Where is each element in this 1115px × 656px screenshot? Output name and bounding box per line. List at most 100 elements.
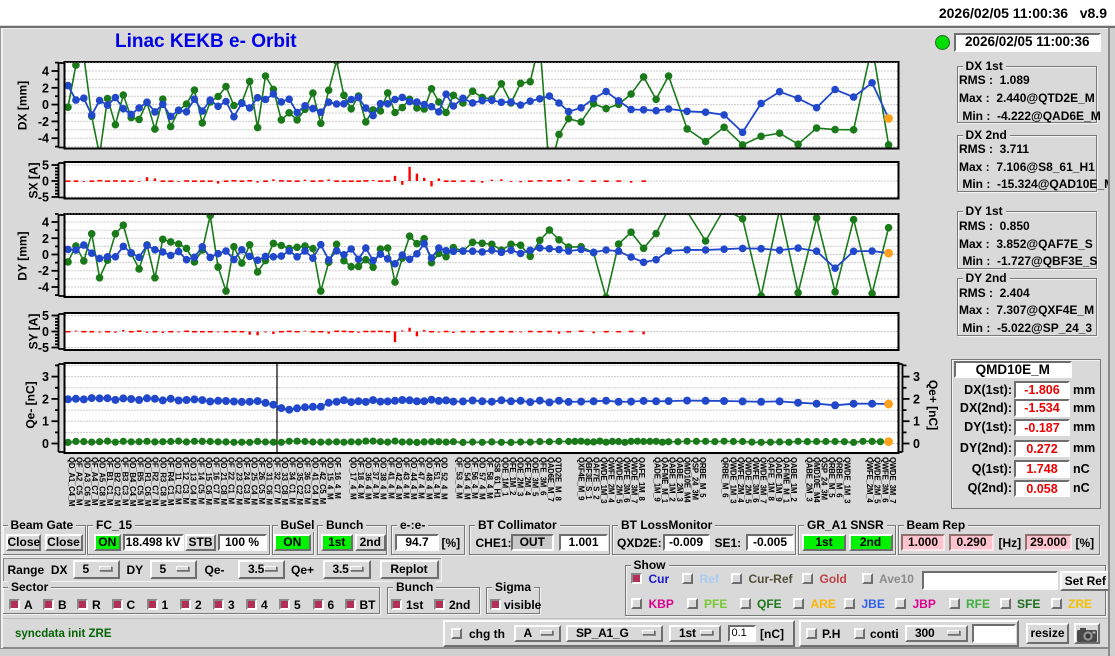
svg-text:DX [mm]: DX [mm] (16, 81, 30, 130)
svg-text:QD_23_C2_M: QD_23_C2_M (234, 457, 243, 505)
svg-text:QF_56_4_M: QF_56_4_M (470, 457, 479, 499)
svg-text:SX [A]: SX [A] (27, 162, 41, 198)
svg-text:2: 2 (42, 81, 49, 95)
svg-text:QF_42_C5_M: QF_42_C5_M (318, 457, 327, 504)
svg-text:QF_A2_C5_M: QF_A2_C5_M (75, 457, 84, 505)
svg-text:-4: -4 (38, 281, 49, 295)
svg-text:QRBE_M_6: QRBE_M_6 (835, 457, 844, 498)
svg-text:QWDE_3M_7: QWDE_3M_7 (630, 457, 639, 503)
svg-text:QAFE_1M_8: QAFE_1M_8 (637, 457, 646, 502)
svg-text:QF_53_4_M: QF_53_4_M (455, 457, 464, 499)
svg-text:QDE_1M_1: QDE_1M_1 (500, 457, 509, 497)
svg-text:QD_52_4_M: QD_52_4_M (440, 457, 449, 499)
svg-text:QWDE_3M_7: QWDE_3M_7 (759, 457, 768, 503)
svg-text:QD_15_C6_M: QD_15_C6_M (204, 457, 213, 505)
svg-text:QD_35_C2_M: QD_35_C2_M (295, 457, 304, 505)
svg-text:QWDE_2M_5: QWDE_2M_5 (873, 457, 882, 504)
svg-text:QTD2E_M_8: QTD2E_M_8 (554, 457, 563, 502)
svg-text:QDE_2M_3: QDE_2M_3 (516, 457, 525, 497)
svg-text:QWDE_1M_3: QWDE_1M_3 (842, 457, 851, 504)
svg-text:QRBE_M_6: QRBE_M_6 (721, 457, 730, 498)
svg-text:QAFE_1M_8: QAFE_1M_8 (766, 457, 775, 502)
svg-text:SY [A]: SY [A] (27, 314, 41, 350)
svg-text:QAD6E_M_7: QAD6E_M_7 (546, 457, 555, 502)
svg-text:QFE_2M_4: QFE_2M_4 (523, 457, 532, 496)
svg-text:QWDE_3M_7: QWDE_3M_7 (888, 457, 897, 503)
svg-text:QF_32_C7_M: QF_32_C7_M (272, 457, 281, 504)
svg-text:0: 0 (913, 437, 920, 451)
svg-text:QMD10E_M4: QMD10E_M4 (812, 457, 821, 503)
svg-text:QF_26_C5_M: QF_26_C5_M (257, 457, 266, 504)
svg-text:0: 0 (42, 248, 49, 262)
svg-text:3: 3 (42, 370, 49, 384)
svg-text:QSP_24_3M: QSP_24_3M (690, 457, 699, 500)
svg-text:QF_16_C7_M: QF_16_C7_M (212, 457, 221, 504)
svg-text:QD_33_C8_M: QD_33_C8_M (280, 457, 289, 505)
svg-text:QFE_3M_6: QFE_3M_6 (538, 457, 547, 496)
svg-text:3: 3 (913, 370, 920, 384)
svg-text:-4: -4 (38, 132, 49, 146)
svg-text:QXF4E_M_9: QXF4E_M_9 (576, 457, 585, 501)
svg-text:QWDE_1M_3: QWDE_1M_3 (599, 457, 608, 504)
svg-text:QADE_1M_9: QADE_1M_9 (774, 457, 783, 502)
svg-text:QD_17_4_M: QD_17_4_M (348, 457, 357, 499)
svg-text:DY [mm]: DY [mm] (16, 231, 30, 280)
svg-text:QF_14_C5_M: QF_14_C5_M (196, 457, 205, 504)
svg-text:QF_34_C1_M: QF_34_C1_M (288, 457, 297, 504)
svg-text:QADE_1M_9: QADE_1M_9 (652, 457, 661, 502)
svg-text:QWDE_2M_5: QWDE_2M_5 (744, 457, 753, 504)
svg-text:Qe+ [nC]: Qe+ [nC] (926, 380, 940, 430)
svg-text:5: 5 (42, 159, 49, 173)
svg-text:QD_R3_C8_M: QD_R3_C8_M (158, 457, 167, 506)
svg-text:QF_R4_C1_M: QF_R4_C1_M (166, 457, 175, 505)
svg-text:QD_44_4_M: QD_44_4_M (409, 457, 418, 499)
svg-text:QF_37_4_M: QF_37_4_M (371, 457, 380, 499)
svg-text:QD_A1_C4_M: QD_A1_C4_M (67, 457, 76, 506)
svg-text:QF_24_C3_M: QF_24_C3_M (242, 457, 251, 504)
svg-text:QABE_2M_3: QABE_2M_3 (675, 457, 684, 502)
svg-text:QWDE_1M_3: QWDE_1M_3 (728, 457, 737, 504)
svg-text:QRBE_M_5: QRBE_M_5 (827, 457, 836, 498)
svg-text:QD_B2_C2_M: QD_B2_C2_M (113, 457, 122, 506)
svg-text:QDE_3M_5: QDE_3M_5 (531, 457, 540, 497)
svg-text:-2: -2 (38, 264, 49, 278)
svg-text:QWFE_3M_6: QWFE_3M_6 (880, 457, 889, 503)
svg-text:-5: -5 (38, 191, 49, 205)
svg-text:-2: -2 (38, 115, 49, 129)
svg-text:QF_43_4_M: QF_43_4_M (402, 457, 411, 499)
svg-text:QD_13_C4_M: QD_13_C4_M (189, 457, 198, 505)
svg-text:0: 0 (42, 325, 49, 339)
svg-text:QD_25_C4_M: QD_25_C4_M (250, 457, 259, 505)
svg-text:2: 2 (913, 392, 920, 406)
svg-text:QD_A3_C6_M: QD_A3_C6_M (82, 457, 91, 506)
svg-text:QD_36_4_M: QD_36_4_M (364, 457, 373, 499)
svg-text:1: 1 (913, 415, 920, 429)
svg-text:QS8_61_H1: QS8_61_H1 (493, 457, 502, 499)
svg-text:QD_A5_C8_M: QD_A5_C8_M (98, 457, 107, 506)
svg-text:QD_21_C8_M: QD_21_C8_M (219, 457, 228, 505)
svg-text:QSP_24_3M: QSP_24_3M (820, 457, 829, 500)
svg-text:QWFE_2M_4: QWFE_2M_4 (865, 457, 874, 503)
svg-text:Qe- [nC]: Qe- [nC] (24, 381, 38, 428)
svg-text:QAFME_M_1: QAFME_M_1 (660, 457, 669, 504)
svg-text:QF_R2_C7_M: QF_R2_C7_M (151, 457, 160, 505)
svg-text:2: 2 (42, 392, 49, 406)
svg-text:QWFE_2M_4: QWFE_2M_4 (607, 457, 616, 503)
svg-text:0: 0 (42, 437, 49, 451)
svg-text:QMD10E_M4: QMD10E_M4 (683, 457, 692, 503)
svg-text:QAFME_M_1: QAFME_M_1 (782, 457, 791, 504)
svg-text:QRBE_M_5: QRBE_M_5 (698, 457, 707, 498)
svg-text:QAF7E_S_2: QAF7E_S_2 (592, 457, 601, 500)
svg-text:QD_42_4_M: QD_42_4_M (394, 457, 403, 499)
svg-text:QWFE_3M_6: QWFE_3M_6 (751, 457, 760, 503)
svg-text:QBF3E_S_1: QBF3E_S_1 (584, 457, 593, 500)
svg-text:QD_54_4_M: QD_54_4_M (462, 457, 471, 499)
svg-text:QABE_1M_2: QABE_1M_2 (789, 457, 798, 502)
svg-text:0: 0 (42, 175, 49, 189)
svg-text:QWDE_2M_5: QWDE_2M_5 (614, 457, 623, 504)
svg-text:QD_11_C2_M: QD_11_C2_M (174, 457, 183, 504)
svg-text:QABE_1M_2: QABE_1M_2 (668, 457, 677, 502)
svg-text:QF_B1_C1_M: QF_B1_C1_M (105, 457, 114, 505)
svg-text:QD_38_4_M: QD_38_4_M (379, 457, 388, 499)
svg-text:QABE_2M_3: QABE_2M_3 (804, 457, 813, 502)
